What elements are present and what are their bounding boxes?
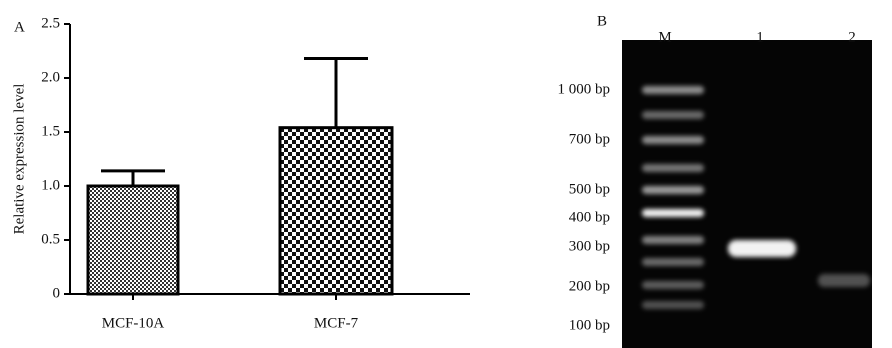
- x-tick-label: MCF-7: [314, 315, 359, 331]
- ladder-band: [642, 281, 704, 289]
- bar: [88, 186, 178, 294]
- ladder-band: [642, 258, 704, 266]
- y-tick-label: 2.0: [41, 69, 60, 85]
- marker-label: 700 bp: [569, 131, 610, 147]
- ladder-band: [642, 209, 704, 217]
- y-tick-label: 0: [53, 285, 61, 301]
- marker-label: 500 bp: [569, 181, 610, 197]
- sample-band: [818, 274, 870, 287]
- y-tick-label: 2.5: [41, 15, 60, 31]
- ladder-band: [642, 186, 704, 194]
- marker-label: 1 000 bp: [558, 81, 611, 97]
- ladder-band: [642, 301, 704, 309]
- sample-band: [728, 240, 796, 257]
- x-tick-label: MCF-10A: [102, 315, 165, 331]
- ladder-band: [642, 86, 704, 94]
- bar: [280, 128, 392, 294]
- figure: A Relative expression level 0 0.5 1.0 1.5 2.0 2…: [0, 0, 892, 348]
- panel-label: B: [597, 13, 607, 29]
- marker-label: 400 bp: [569, 209, 610, 225]
- y-axis-label: Relative expression level: [11, 84, 27, 235]
- ladder-band: [642, 236, 704, 244]
- y-tick-label: 1.5: [41, 123, 60, 139]
- lane-label: 1: [756, 29, 764, 45]
- marker-label: 100 bp: [569, 317, 610, 333]
- marker-label: 200 bp: [569, 278, 610, 294]
- panel-label: A: [14, 19, 25, 35]
- ladder-band: [642, 136, 704, 144]
- ladder-band: [642, 111, 704, 119]
- lane-label: M: [658, 29, 671, 45]
- y-tick-label: 1.0: [41, 177, 60, 193]
- lane-label: 2: [848, 29, 856, 45]
- ladder-band: [642, 164, 704, 172]
- marker-label: 300 bp: [569, 238, 610, 254]
- y-tick-label: 0.5: [41, 231, 60, 247]
